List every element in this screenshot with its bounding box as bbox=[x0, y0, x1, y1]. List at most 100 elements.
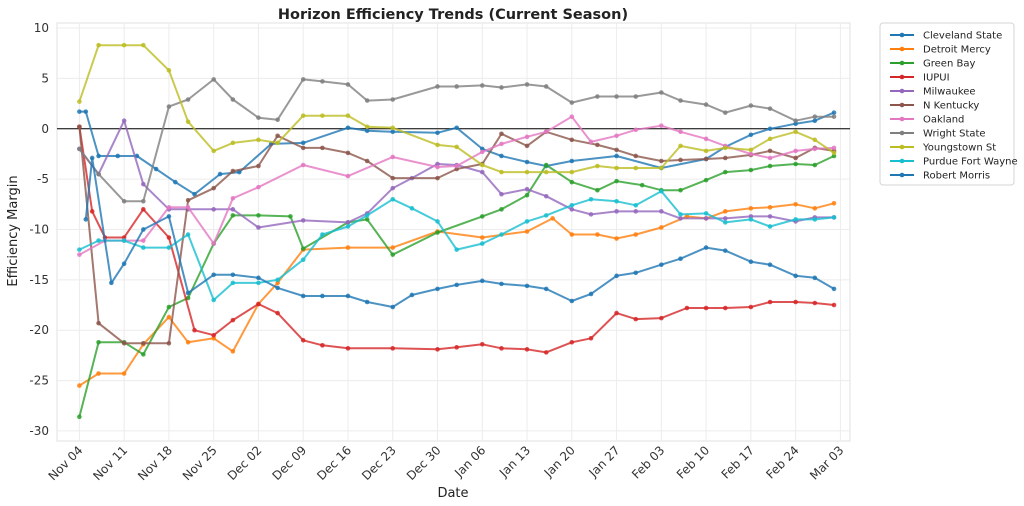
data-point bbox=[230, 207, 236, 212]
data-point bbox=[300, 218, 306, 223]
data-point bbox=[569, 169, 575, 175]
data-point bbox=[166, 104, 172, 109]
data-point bbox=[217, 171, 223, 177]
data-point bbox=[345, 113, 351, 118]
data-point bbox=[390, 304, 396, 310]
data-point bbox=[678, 187, 683, 193]
data-point bbox=[543, 162, 549, 168]
legend-label: Milwaukee bbox=[923, 87, 976, 98]
data-point bbox=[524, 192, 530, 198]
data-point bbox=[77, 109, 82, 114]
data-point bbox=[569, 179, 575, 185]
data-point bbox=[435, 130, 440, 136]
data-point bbox=[588, 196, 594, 202]
data-point bbox=[767, 224, 773, 229]
data-point bbox=[166, 235, 172, 240]
data-point bbox=[211, 241, 216, 246]
data-point bbox=[121, 238, 127, 243]
data-point bbox=[320, 113, 325, 118]
data-point bbox=[748, 304, 754, 310]
data-point bbox=[141, 198, 146, 204]
data-point bbox=[390, 346, 396, 351]
data-point bbox=[748, 103, 754, 108]
legend-item: Wright State bbox=[890, 129, 986, 140]
data-point bbox=[543, 129, 549, 135]
data-point bbox=[595, 163, 600, 169]
data-point bbox=[588, 335, 594, 341]
data-point bbox=[185, 119, 191, 125]
series-line bbox=[78, 202, 835, 387]
data-point bbox=[211, 77, 216, 82]
data-point bbox=[614, 273, 619, 279]
data-point bbox=[524, 283, 530, 289]
data-point bbox=[588, 139, 594, 145]
legend-label: Green Bay bbox=[923, 59, 975, 70]
data-point bbox=[595, 232, 600, 237]
series-lines bbox=[77, 42, 837, 420]
data-point bbox=[524, 186, 530, 192]
data-point bbox=[390, 185, 396, 191]
data-point bbox=[614, 209, 619, 214]
series-line bbox=[78, 44, 835, 174]
data-point bbox=[364, 128, 370, 134]
data-point bbox=[793, 129, 798, 135]
data-point bbox=[524, 169, 530, 175]
data-point bbox=[614, 133, 619, 139]
data-point bbox=[185, 339, 191, 345]
data-point bbox=[569, 100, 575, 105]
data-point bbox=[256, 184, 261, 190]
data-point bbox=[230, 272, 236, 278]
series-line bbox=[84, 157, 835, 308]
data-point bbox=[166, 214, 172, 219]
data-point bbox=[230, 195, 236, 201]
data-point bbox=[211, 207, 216, 212]
data-point bbox=[230, 213, 236, 218]
data-point bbox=[831, 215, 837, 220]
data-point bbox=[722, 220, 728, 225]
data-point bbox=[703, 156, 709, 162]
series-robert-morris bbox=[83, 155, 837, 310]
data-point bbox=[166, 68, 172, 73]
data-point bbox=[435, 84, 440, 89]
legend-label: Cleveland State bbox=[923, 31, 1002, 42]
data-point bbox=[211, 297, 216, 303]
data-point bbox=[831, 145, 837, 151]
data-point bbox=[454, 345, 459, 350]
data-point bbox=[588, 291, 594, 297]
data-point bbox=[524, 159, 530, 165]
data-point bbox=[345, 293, 351, 299]
legend-item: Detroit Mercy bbox=[890, 45, 991, 56]
data-point bbox=[678, 129, 683, 135]
data-point bbox=[812, 137, 818, 143]
data-point bbox=[678, 98, 683, 103]
data-point bbox=[678, 212, 683, 217]
data-point bbox=[96, 42, 101, 48]
data-point bbox=[230, 168, 236, 174]
y-tick-label: 10 bbox=[34, 21, 49, 35]
data-point bbox=[345, 150, 351, 156]
data-point bbox=[659, 225, 664, 230]
data-point bbox=[659, 165, 664, 171]
legend-swatch-marker bbox=[899, 172, 905, 178]
y-tick-label: -20 bbox=[29, 323, 49, 337]
x-axis-label: Date bbox=[437, 486, 468, 501]
data-point bbox=[121, 371, 127, 376]
series-line bbox=[78, 78, 834, 203]
data-point bbox=[524, 82, 530, 87]
data-point bbox=[703, 102, 709, 107]
data-point bbox=[230, 317, 236, 323]
data-point bbox=[831, 302, 837, 308]
data-point bbox=[77, 247, 82, 252]
data-point bbox=[633, 270, 639, 276]
data-point bbox=[345, 224, 351, 229]
data-point bbox=[659, 262, 664, 268]
data-point bbox=[300, 246, 306, 251]
data-point bbox=[499, 169, 504, 175]
data-point bbox=[83, 217, 89, 222]
data-point bbox=[767, 148, 773, 154]
data-point bbox=[812, 118, 818, 124]
y-tick-label: -30 bbox=[29, 424, 49, 438]
data-point bbox=[192, 327, 197, 333]
data-point bbox=[185, 205, 191, 210]
data-point bbox=[115, 153, 121, 159]
